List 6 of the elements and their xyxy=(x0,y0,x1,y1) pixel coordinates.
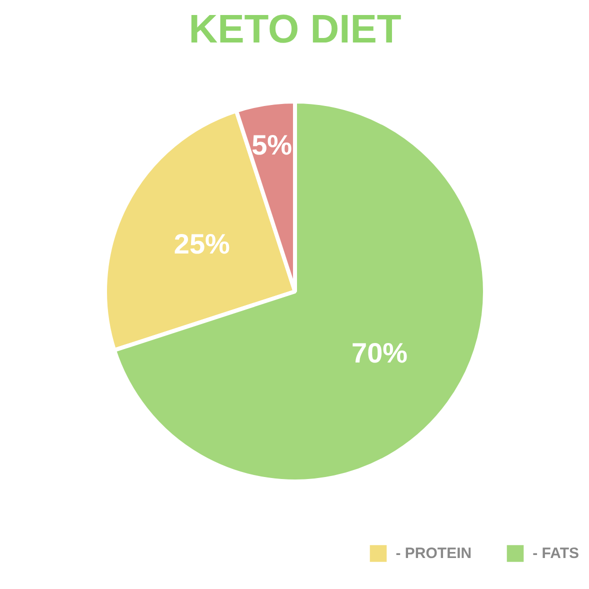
legend-label: - FATS xyxy=(532,544,579,562)
legend-label: - PROTEIN xyxy=(396,544,472,562)
data-label: 70% xyxy=(352,337,408,368)
data-label: 25% xyxy=(174,228,230,260)
data-label: 5% xyxy=(252,130,292,161)
chart-title: KETO DIET xyxy=(188,8,402,52)
